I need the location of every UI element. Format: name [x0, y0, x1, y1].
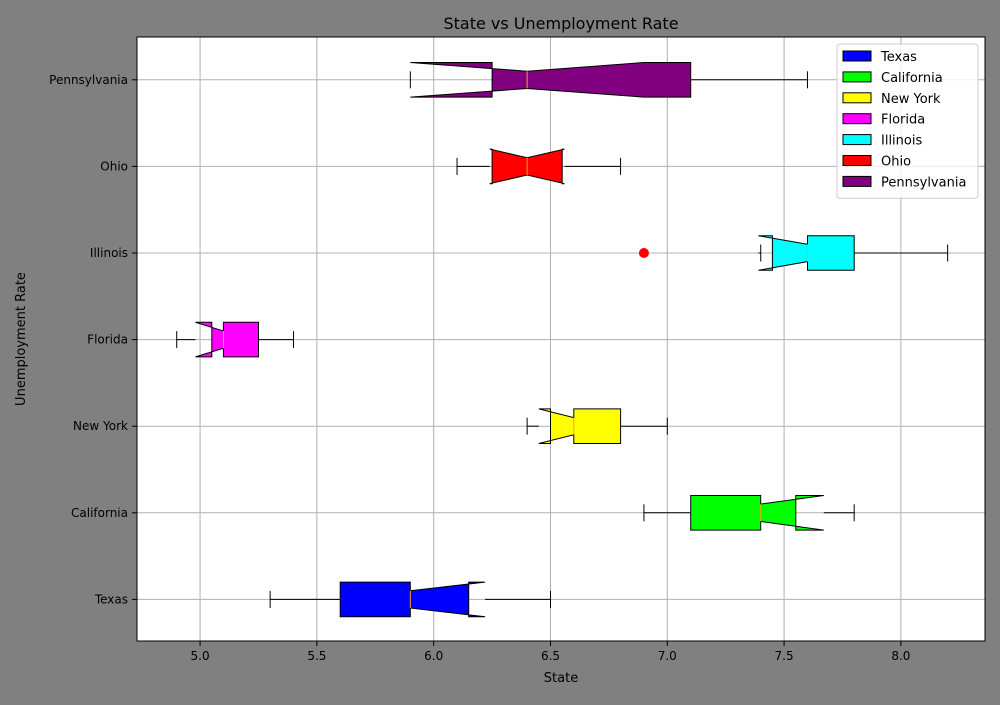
- legend-box: [836, 43, 979, 199]
- legend-label: California: [881, 71, 943, 86]
- box-new-york: [526, 408, 668, 444]
- legend-label: Florida: [881, 113, 925, 128]
- x-tick-label: 7.0: [658, 649, 677, 663]
- legend-label: Texas: [880, 50, 917, 65]
- legend-label: New York: [881, 92, 941, 107]
- y-tick-label: Ohio: [100, 159, 128, 173]
- box-ohio: [456, 148, 622, 185]
- box-body: [758, 235, 855, 271]
- box-body: [538, 408, 622, 444]
- x-tick-label: 7.5: [775, 649, 794, 663]
- box-texas: [269, 581, 551, 618]
- box-body: [195, 321, 259, 358]
- legend: Texas California New York Florida Illinois Oh…: [836, 43, 979, 199]
- legend-swatch: [842, 50, 872, 62]
- box-illinois: [638, 235, 949, 271]
- legend-swatch: [842, 71, 872, 83]
- y-tick-label: Texas: [94, 592, 128, 606]
- box-pennsylvania: [409, 62, 808, 98]
- legend-swatch: [842, 155, 872, 166]
- tick-layer: 5.0 5.5 6.0 6.5 7.0 7.5 8.0 Texas California New …: [49, 73, 910, 663]
- x-tick-label: 6.5: [541, 649, 560, 663]
- box-body: [339, 581, 486, 618]
- x-tick-label: 6.0: [424, 649, 443, 663]
- y-tick-label: Pennsylvania: [49, 73, 128, 87]
- y-axis-label: Unemployment Rate: [14, 272, 29, 406]
- box-body: [690, 495, 824, 531]
- x-tick-label: 8.0: [891, 649, 910, 663]
- legend-swatch: [842, 113, 872, 125]
- x-axis-label: State: [544, 671, 578, 686]
- y-tick-label: Florida: [87, 333, 128, 347]
- legend-label: Pennsylvania: [881, 175, 966, 190]
- x-tick-label: 5.0: [191, 649, 210, 663]
- plot-frame: [136, 36, 986, 642]
- legend-label: Illinois: [881, 134, 922, 149]
- chart-title: State vs Unemployment Rate: [443, 14, 678, 33]
- y-tick-label: California: [71, 506, 128, 520]
- legend-swatch: [842, 134, 872, 146]
- outlier-point: [638, 248, 649, 258]
- x-tick-label: 5.5: [307, 649, 326, 663]
- box-florida: [176, 321, 295, 358]
- legend-swatch: [842, 92, 872, 104]
- box-layer: [176, 62, 949, 618]
- legend-swatch: [842, 175, 872, 187]
- y-tick-label: Illinois: [90, 246, 128, 260]
- y-tick-label: New York: [73, 419, 128, 433]
- legend-label: Ohio: [881, 155, 911, 170]
- box-california: [643, 495, 855, 531]
- box-body: [410, 62, 692, 98]
